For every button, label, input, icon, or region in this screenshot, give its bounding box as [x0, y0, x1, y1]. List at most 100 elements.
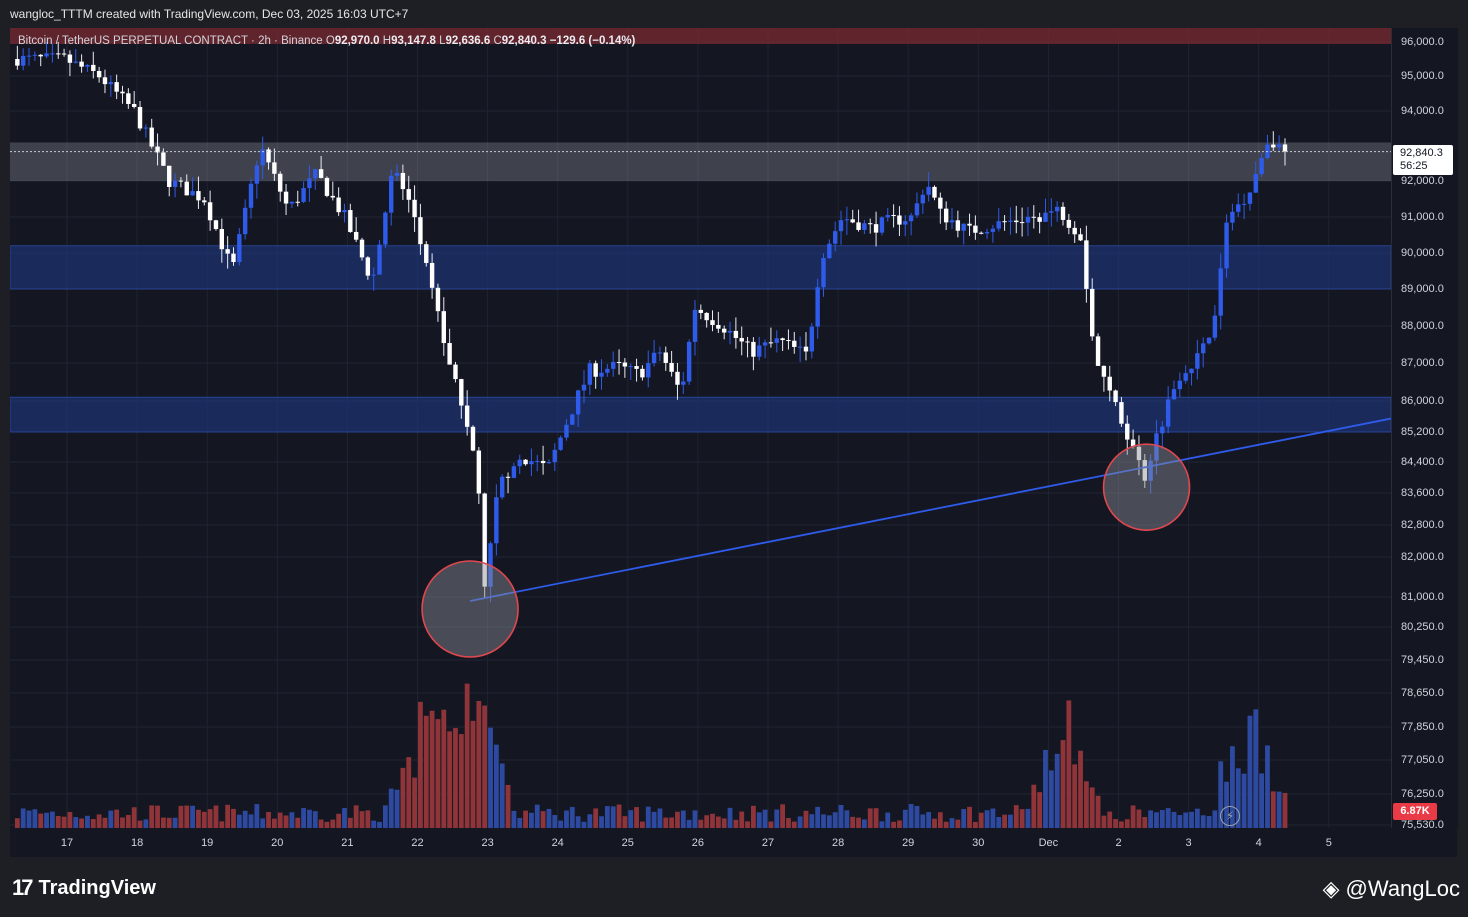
candle-body [646, 363, 651, 378]
candle-body [1043, 212, 1048, 222]
volume-bar [359, 811, 365, 828]
volume-bar [908, 804, 914, 828]
candle-body [686, 341, 692, 382]
volume-bar [733, 819, 739, 828]
volume-bar [248, 814, 254, 828]
volume-bar [1154, 812, 1159, 828]
volume-bar [1241, 773, 1247, 828]
candle-body [809, 326, 815, 352]
tradingview-mark-icon: 17 [12, 875, 34, 900]
volume-bar [382, 805, 388, 828]
volume-bar [330, 819, 336, 828]
candle-body [307, 178, 312, 189]
candle-body [1160, 426, 1165, 434]
chart-caption: wangloc_TTTM created with TradingView.co… [10, 7, 409, 21]
candle-body [651, 352, 657, 364]
volume-bar [622, 816, 628, 828]
volume-bar [1060, 740, 1066, 828]
candle-body [797, 346, 803, 348]
candle-body [1037, 217, 1042, 222]
bolt-icon[interactable]: ⚡ [1220, 806, 1240, 826]
volume-bar [943, 821, 949, 828]
volume-bar [809, 814, 815, 828]
volume-bar [172, 817, 178, 828]
candle-body [353, 231, 359, 240]
volume-bar [1095, 795, 1101, 828]
y-tick-label: 92,000.0 [1401, 175, 1444, 187]
chart-area[interactable] [10, 28, 1457, 857]
volume-bar [634, 807, 639, 828]
candle-body [634, 366, 639, 369]
volume-bar [441, 709, 447, 828]
candle-body [1049, 211, 1054, 213]
tradingview-logo-text: TradingView [38, 876, 156, 899]
tradingview-logo[interactable]: 17 TradingView [12, 875, 156, 901]
candle-body [336, 197, 341, 213]
volume-bar [254, 804, 260, 828]
candle-body [704, 312, 709, 321]
volume-bar [365, 810, 371, 828]
y-tick-label: 82,000.0 [1401, 551, 1444, 563]
candle-body [1230, 211, 1235, 223]
candle-body [897, 215, 902, 225]
trendline [469, 417, 1392, 602]
volume-bar [891, 821, 896, 828]
candle-body [143, 127, 149, 129]
volume-bar [342, 808, 347, 828]
volume-bar [1066, 700, 1072, 828]
volume-bar [604, 806, 610, 828]
candle-body [844, 219, 850, 221]
candle-body [1195, 353, 1200, 369]
volume-bar [850, 816, 856, 828]
volume-bar [1247, 715, 1253, 828]
volume-bar [1200, 815, 1206, 828]
volume-bar [797, 816, 803, 828]
volume-bar [569, 806, 575, 828]
volume-bar [768, 821, 774, 828]
y-tick-label: 85,200.0 [1401, 426, 1444, 438]
volume-bar [32, 809, 38, 828]
candle-body [973, 225, 978, 233]
volume-bar [44, 812, 49, 828]
candle-body [628, 366, 633, 368]
candle-body [920, 194, 926, 204]
candle-body [903, 221, 908, 225]
candle-body [389, 175, 394, 213]
volume-bar [26, 810, 32, 828]
symbol-info[interactable]: Bitcoin / TetherUS PERPETUAL CONTRACT · … [18, 35, 635, 47]
volume-bar [628, 810, 634, 828]
volume-bar [610, 806, 616, 828]
candle-body [38, 54, 43, 57]
volume-bar [400, 767, 406, 828]
volume-bar [511, 810, 517, 828]
candle-body [266, 149, 271, 163]
volume-bar [1130, 805, 1136, 828]
author-watermark: ◈ @WangLoc [1323, 876, 1460, 902]
candle-body [20, 55, 26, 66]
candle-body [260, 149, 265, 166]
candle-body [1101, 365, 1107, 377]
volume-bar [1078, 750, 1083, 828]
candle-body [26, 55, 32, 57]
y-tick-label: 81,000.0 [1401, 591, 1444, 603]
volume-bar [90, 819, 96, 828]
volume-bar [488, 727, 493, 828]
symbol-name[interactable]: Bitcoin / TetherUS PERPETUAL CONTRACT · … [18, 35, 323, 47]
volume-bar [593, 808, 599, 828]
candle-body [616, 361, 622, 363]
volume-bar [406, 757, 412, 828]
volume-bar [762, 809, 768, 828]
candle-body [786, 340, 791, 342]
candle-body [552, 449, 557, 463]
volume-bar [710, 813, 715, 828]
volume-bar [1031, 784, 1037, 828]
price-chart[interactable] [10, 28, 1457, 857]
candle-body [1236, 204, 1241, 212]
candle-body [622, 362, 628, 367]
close-label: C [493, 35, 502, 47]
volume-bar [698, 819, 704, 828]
candle-body [213, 220, 219, 230]
candle-body [967, 223, 972, 226]
x-tick-label: 18 [130, 837, 144, 849]
candle-body [429, 262, 435, 288]
